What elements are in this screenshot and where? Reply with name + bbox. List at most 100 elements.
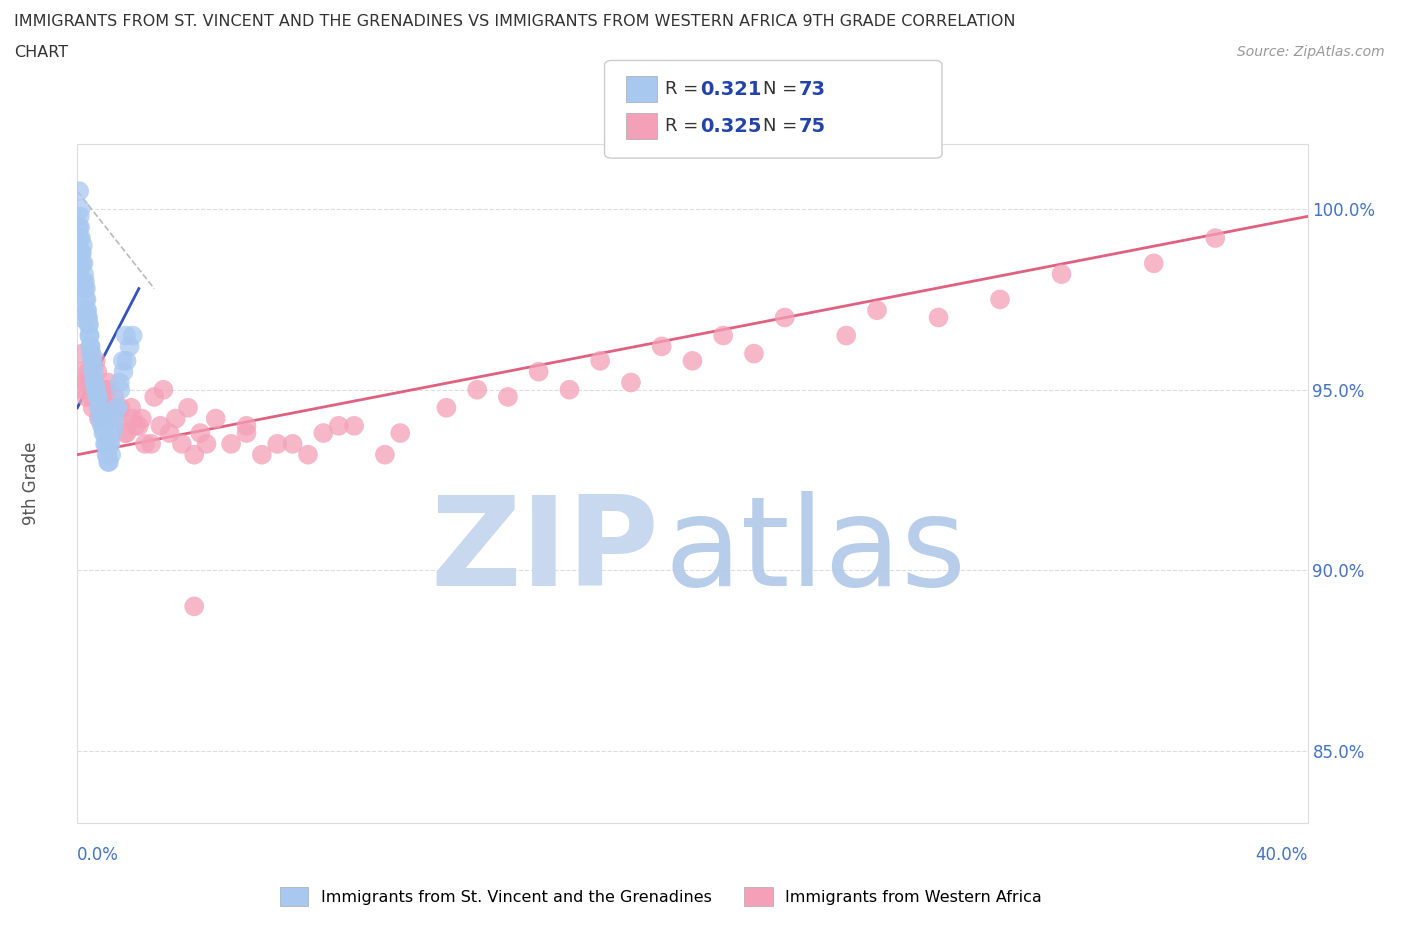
Point: [121, 328, 143, 343]
Point: [80, 346, 103, 361]
Text: 0.0%: 0.0%: [77, 846, 120, 864]
Point: [101, 400, 124, 415]
Point: [125, 418, 148, 433]
Point: [83, 375, 105, 390]
Point: [90, 418, 114, 433]
Point: [69, 219, 91, 234]
Point: [94, 436, 117, 451]
Point: [90, 382, 114, 397]
Point: [79, 375, 101, 390]
Point: [76, 303, 98, 318]
Point: [170, 436, 193, 451]
Point: [86, 390, 108, 405]
Point: [235, 418, 257, 433]
Point: [73, 267, 96, 282]
Point: [79, 328, 101, 343]
Point: [682, 353, 704, 368]
Text: N =: N =: [763, 80, 803, 99]
Point: [159, 426, 181, 441]
Point: [105, 400, 128, 415]
Point: [77, 317, 100, 332]
Text: R =: R =: [665, 80, 704, 99]
Point: [110, 400, 132, 415]
Point: [69, 365, 91, 379]
Point: [73, 274, 96, 289]
Point: [118, 339, 141, 353]
Point: [100, 400, 122, 415]
Point: [98, 455, 121, 470]
Point: [108, 375, 131, 390]
Point: [77, 310, 100, 325]
Text: IMMIGRANTS FROM ST. VINCENT AND THE GRENADINES VS IMMIGRANTS FROM WESTERN AFRICA: IMMIGRANTS FROM ST. VINCENT AND THE GREN…: [14, 14, 1015, 29]
Point: [101, 426, 124, 441]
Text: 0.325: 0.325: [700, 117, 762, 136]
Point: [86, 382, 108, 397]
Point: [465, 382, 488, 397]
Point: [620, 375, 643, 390]
Point: [183, 599, 205, 614]
Point: [204, 411, 226, 426]
Point: [83, 365, 105, 379]
Point: [83, 375, 105, 390]
Point: [195, 436, 218, 451]
Point: [141, 436, 163, 451]
Point: [389, 426, 412, 441]
Point: [67, 183, 90, 198]
Point: [131, 411, 153, 426]
Point: [96, 447, 118, 462]
Point: [711, 328, 734, 343]
Point: [67, 219, 90, 234]
Point: [110, 382, 132, 397]
Point: [100, 447, 122, 462]
Point: [343, 418, 366, 433]
Point: [79, 339, 101, 353]
Text: 0.321: 0.321: [700, 80, 762, 99]
Point: [94, 436, 117, 451]
Point: [83, 375, 105, 390]
Point: [128, 418, 150, 433]
Point: [84, 353, 107, 368]
Point: [235, 426, 257, 441]
Point: [250, 447, 273, 462]
Point: [82, 353, 104, 368]
Point: [84, 382, 107, 397]
Point: [82, 400, 104, 415]
Point: [80, 390, 103, 405]
Point: [1143, 256, 1166, 271]
Point: [928, 310, 950, 325]
Text: Source: ZipAtlas.com: Source: ZipAtlas.com: [1237, 45, 1385, 59]
Point: [134, 436, 156, 451]
Text: 75: 75: [799, 117, 825, 136]
Point: [281, 436, 304, 451]
Point: [86, 365, 108, 379]
Point: [1050, 267, 1073, 282]
Point: [988, 292, 1011, 307]
Point: [82, 353, 104, 368]
Point: [112, 365, 135, 379]
Text: atlas: atlas: [665, 491, 966, 612]
Text: 9th Grade: 9th Grade: [21, 442, 39, 525]
Point: [558, 382, 581, 397]
Point: [143, 390, 166, 405]
Point: [70, 346, 93, 361]
Point: [87, 390, 110, 405]
Point: [651, 339, 673, 353]
Point: [121, 411, 143, 426]
Point: [188, 426, 212, 441]
Point: [100, 436, 122, 451]
Text: CHART: CHART: [14, 45, 67, 60]
Point: [96, 382, 118, 397]
Point: [70, 245, 93, 259]
Point: [120, 400, 142, 415]
Point: [219, 436, 242, 451]
Point: [108, 411, 131, 426]
Point: [89, 411, 111, 426]
Text: R =: R =: [665, 117, 704, 136]
Point: [89, 400, 111, 415]
Point: [374, 447, 396, 462]
Point: [90, 411, 112, 426]
Point: [105, 400, 128, 415]
Point: [589, 353, 612, 368]
Point: [165, 411, 187, 426]
Point: [89, 390, 111, 405]
